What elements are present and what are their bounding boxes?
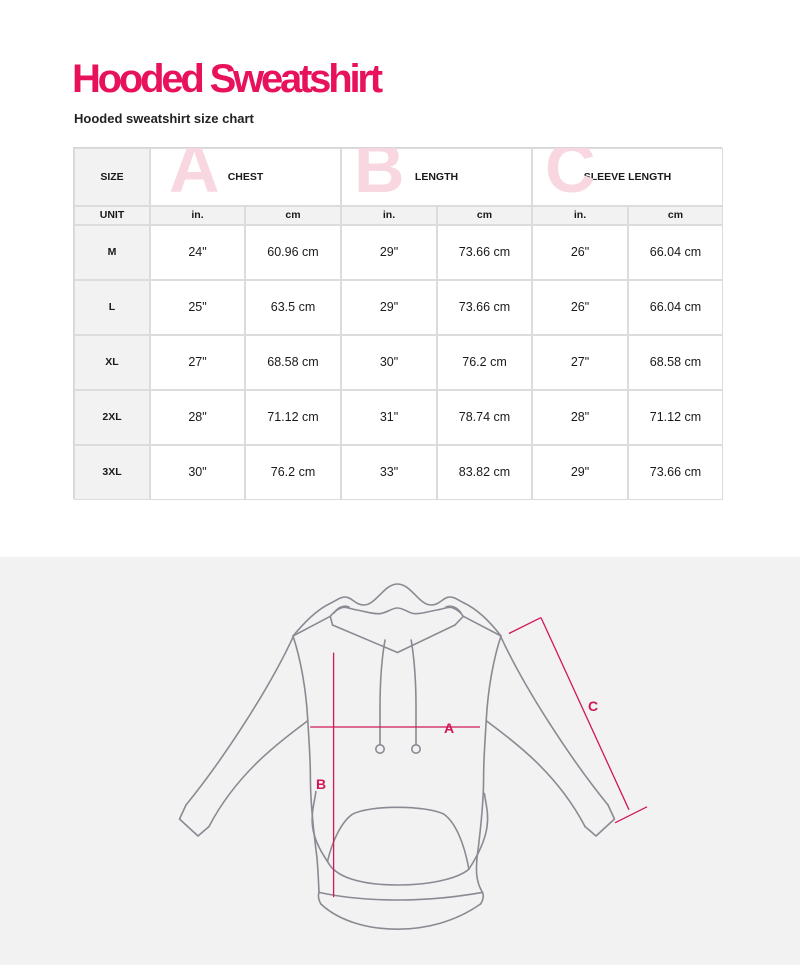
svg-text:B: B (316, 776, 326, 792)
svg-text:C: C (588, 698, 598, 714)
svg-text:A: A (444, 720, 454, 736)
